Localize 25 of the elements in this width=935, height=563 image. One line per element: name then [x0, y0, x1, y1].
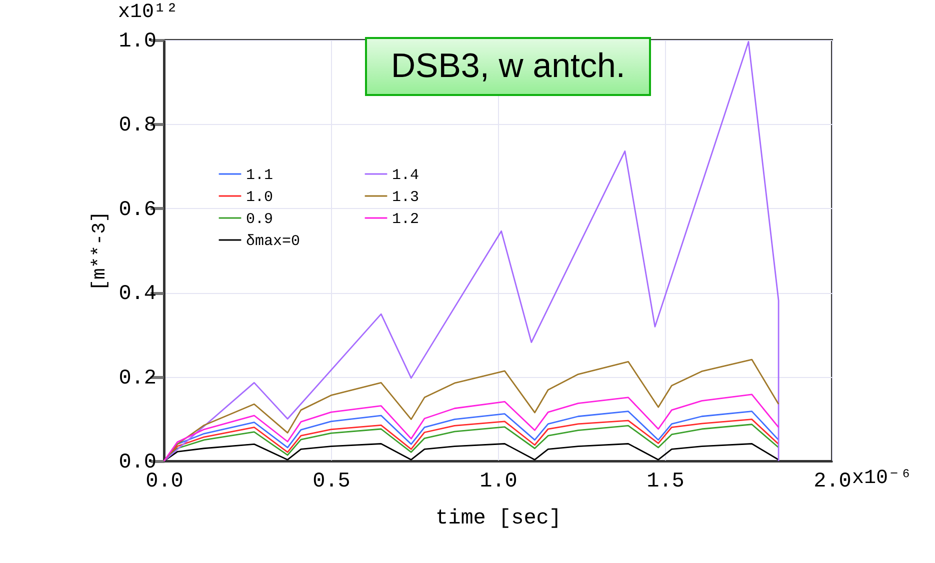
- legend-label: 1.1: [246, 167, 274, 184]
- line-series: [163, 358, 780, 462]
- y-axis-title: [m**-3]: [88, 211, 111, 291]
- y-tick-label: 0.4: [118, 283, 156, 306]
- x-tick-label: 1.0: [480, 470, 518, 494]
- text: x10¹²: [118, 1, 178, 24]
- y-tick-label: 1.0: [118, 30, 156, 54]
- x-tick-label: 2.0: [814, 470, 852, 494]
- legend-label: 1.2: [392, 211, 420, 228]
- note-box: DSB3, w antch.: [365, 37, 652, 96]
- x-axis-title: time [sec]: [435, 508, 562, 530]
- legend-label: 1.4: [392, 167, 420, 184]
- text: x10⁻⁶: [852, 467, 912, 490]
- x-tick-label: 0.5: [312, 470, 350, 494]
- y-tick-label: 0.6: [118, 198, 156, 222]
- line-series: [163, 443, 780, 462]
- legend-label: 1.0: [246, 189, 274, 206]
- legend-label: 1.3: [392, 189, 420, 206]
- y-tick-label: 0.8: [118, 114, 156, 138]
- legend-label: δmax=0: [246, 233, 300, 250]
- legend-label: 0.9: [246, 211, 274, 228]
- x-tick-label: 1.5: [646, 470, 684, 494]
- line-series: [163, 394, 780, 462]
- y-tick-label: 0.2: [118, 367, 156, 390]
- x-tick-label: 0.0: [146, 470, 184, 494]
